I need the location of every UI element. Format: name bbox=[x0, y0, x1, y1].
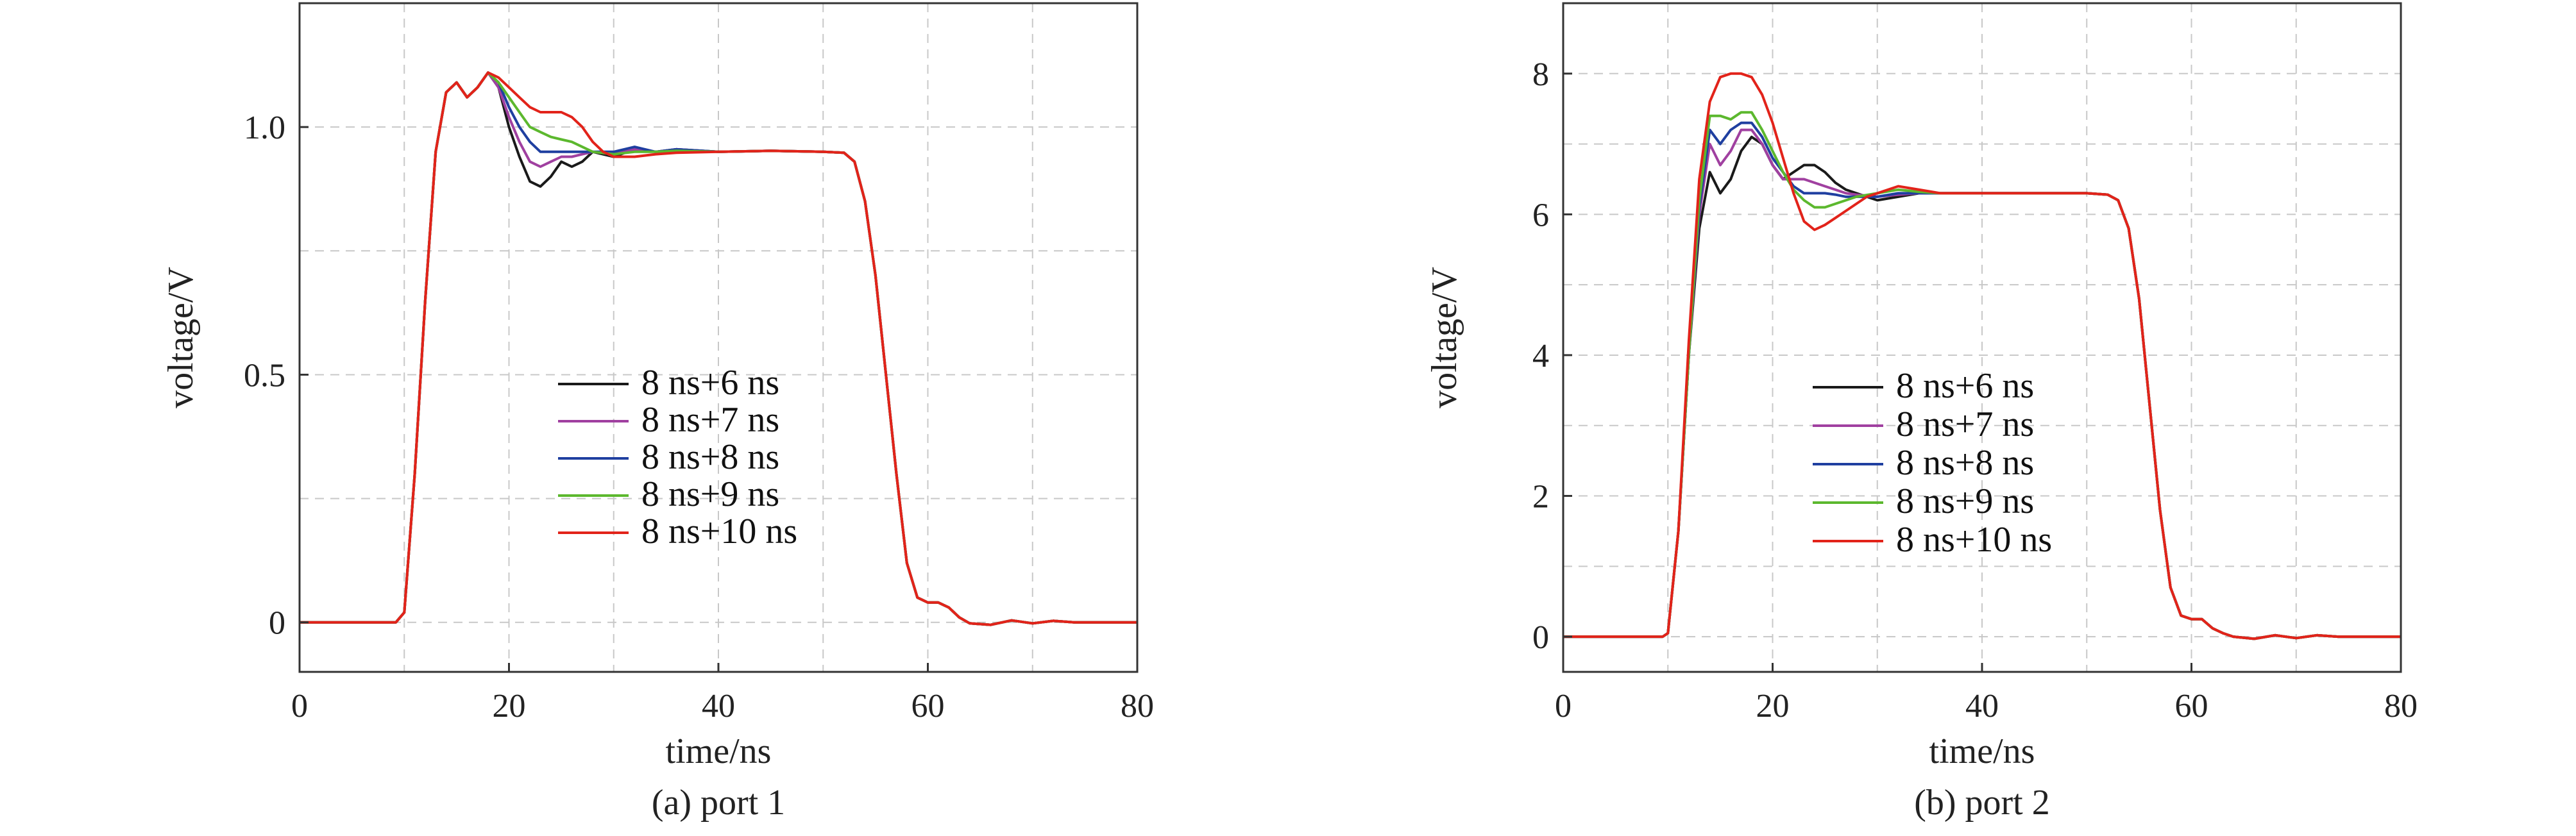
y-tick-label: 2 bbox=[1532, 479, 1549, 515]
y-tick-label: 6 bbox=[1532, 197, 1549, 233]
legend-label: 8 ns+7 ns bbox=[1896, 405, 2034, 444]
legend-label: 8 ns+8 ns bbox=[641, 437, 779, 477]
y-tick-label: 0.5 bbox=[244, 357, 285, 394]
x-tick-label: 0 bbox=[1555, 688, 1572, 724]
legend-label: 8 ns+10 ns bbox=[641, 512, 797, 551]
x-tick-label: 80 bbox=[1121, 688, 1154, 724]
y-axis-label: voltage/V bbox=[161, 267, 201, 408]
legend-label: 8 ns+7 ns bbox=[641, 400, 779, 440]
y-tick-label: 0 bbox=[1532, 619, 1549, 656]
y-axis-label: voltage/V bbox=[1425, 267, 1464, 408]
x-tick-label: 40 bbox=[702, 688, 735, 724]
grid bbox=[1563, 3, 2401, 672]
legend: 8 ns+6 ns8 ns+7 ns8 ns+8 ns8 ns+9 ns8 ns… bbox=[1813, 366, 2052, 560]
y-tick-label: 8 bbox=[1532, 56, 1549, 93]
x-tick-label: 0 bbox=[291, 688, 308, 724]
panel-port-1: 0 20 40 60 80 0 0.5 1.0 time/ns voltage/V (a) port… bbox=[161, 2, 1154, 823]
panel-port-2: 0 20 40 60 80 0 2 4 6 8 time/ns voltage/V (b) port 2… bbox=[1425, 2, 2418, 823]
x-axis-label: time/ns bbox=[1929, 732, 2035, 771]
y-tick-label: 1.0 bbox=[244, 110, 285, 146]
y-tick-label: 0 bbox=[269, 605, 285, 642]
x-tick-label: 80 bbox=[2384, 688, 2418, 724]
legend-label: 8 ns+6 ns bbox=[641, 363, 779, 403]
panel-caption: (b) port 2 bbox=[1914, 783, 2050, 823]
series-line-5 bbox=[1563, 72, 2401, 640]
legend-label: 8 ns+6 ns bbox=[1896, 366, 2034, 406]
legend-label: 8 ns+9 ns bbox=[641, 474, 779, 514]
x-tick-label: 60 bbox=[911, 688, 945, 724]
legend-label: 8 ns+8 ns bbox=[1896, 443, 2034, 483]
series-line-5 bbox=[300, 71, 1137, 626]
x-tick-label: 40 bbox=[1965, 688, 1999, 724]
grid bbox=[300, 3, 1137, 672]
panel-caption: (a) port 1 bbox=[652, 783, 785, 823]
y-tick-label: 4 bbox=[1532, 338, 1549, 374]
x-tick-label: 60 bbox=[2175, 688, 2208, 724]
legend-label: 8 ns+10 ns bbox=[1896, 520, 2052, 560]
x-tick-label: 20 bbox=[493, 688, 526, 724]
x-axis-label: time/ns bbox=[666, 732, 772, 771]
x-tick-label: 20 bbox=[1756, 688, 1790, 724]
legend: 8 ns+6 ns8 ns+7 ns8 ns+8 ns8 ns+9 ns8 ns… bbox=[558, 363, 797, 551]
legend-label: 8 ns+9 ns bbox=[1896, 481, 2034, 521]
